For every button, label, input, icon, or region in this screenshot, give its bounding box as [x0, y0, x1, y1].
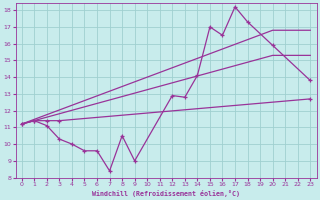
X-axis label: Windchill (Refroidissement éolien,°C): Windchill (Refroidissement éolien,°C)	[92, 190, 240, 197]
